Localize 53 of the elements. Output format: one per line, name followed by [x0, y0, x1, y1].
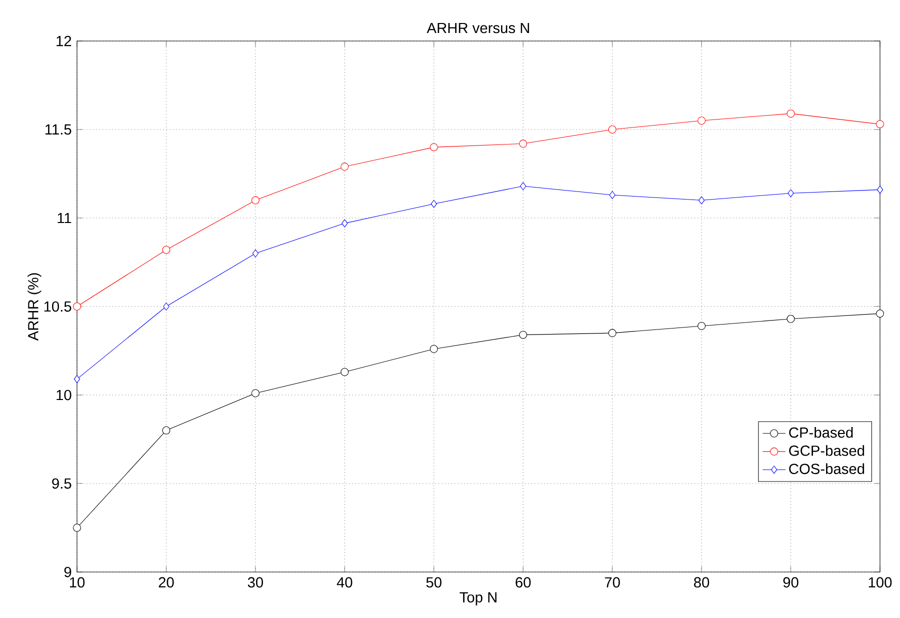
y-tick-label: 10 — [56, 390, 72, 400]
y-tick-label: 11.5 — [45, 124, 72, 135]
point — [876, 120, 884, 128]
point — [340, 162, 349, 171]
legend-label: CP-based — [789, 426, 853, 438]
point — [519, 140, 528, 148]
x-tick-label: 20 — [158, 577, 174, 588]
point — [430, 143, 438, 152]
y-tick-label: 11 — [58, 212, 72, 224]
point — [252, 249, 259, 258]
point — [251, 389, 260, 398]
point — [73, 302, 82, 310]
point — [430, 344, 438, 353]
point — [162, 246, 170, 254]
legend-label: COS-based — [789, 463, 864, 474]
point — [608, 329, 616, 338]
x-tick-label: 70 — [604, 577, 620, 588]
x-tick-label: 30 — [248, 577, 264, 588]
x-axis-title: Top N — [460, 592, 496, 606]
point — [73, 524, 82, 532]
y-tick-label: 9.5 — [52, 478, 72, 489]
point — [74, 375, 80, 384]
x-tick-label: 10 — [70, 577, 85, 588]
point — [788, 189, 794, 198]
point — [430, 200, 437, 208]
x-tick-label: 90 — [783, 577, 798, 588]
point — [519, 330, 528, 339]
y-tick-label: 9 — [64, 566, 72, 578]
legend-label: GCP-based — [789, 445, 864, 456]
point — [342, 219, 348, 228]
point — [876, 310, 884, 318]
point — [340, 368, 349, 376]
point — [163, 302, 170, 310]
point — [520, 182, 526, 190]
x-tick-label: 40 — [336, 577, 352, 588]
point — [698, 196, 705, 204]
y-tick-label: 10.5 — [44, 301, 72, 312]
point — [786, 314, 795, 323]
y-axis-title: ARHR (%) — [28, 273, 42, 341]
point — [609, 190, 616, 199]
point — [876, 186, 884, 194]
chart-title: ARHR versus N — [426, 22, 530, 34]
point — [251, 196, 260, 204]
point — [698, 116, 706, 125]
y-tick-label: 12 — [56, 36, 72, 46]
x-tick-label: 80 — [694, 577, 710, 588]
x-tick-label: 100 — [868, 577, 892, 588]
point — [608, 125, 616, 134]
x-tick-label: 60 — [516, 577, 531, 588]
point — [162, 426, 170, 434]
point — [786, 110, 795, 118]
x-tick-label: 50 — [426, 577, 442, 588]
point — [698, 322, 706, 330]
